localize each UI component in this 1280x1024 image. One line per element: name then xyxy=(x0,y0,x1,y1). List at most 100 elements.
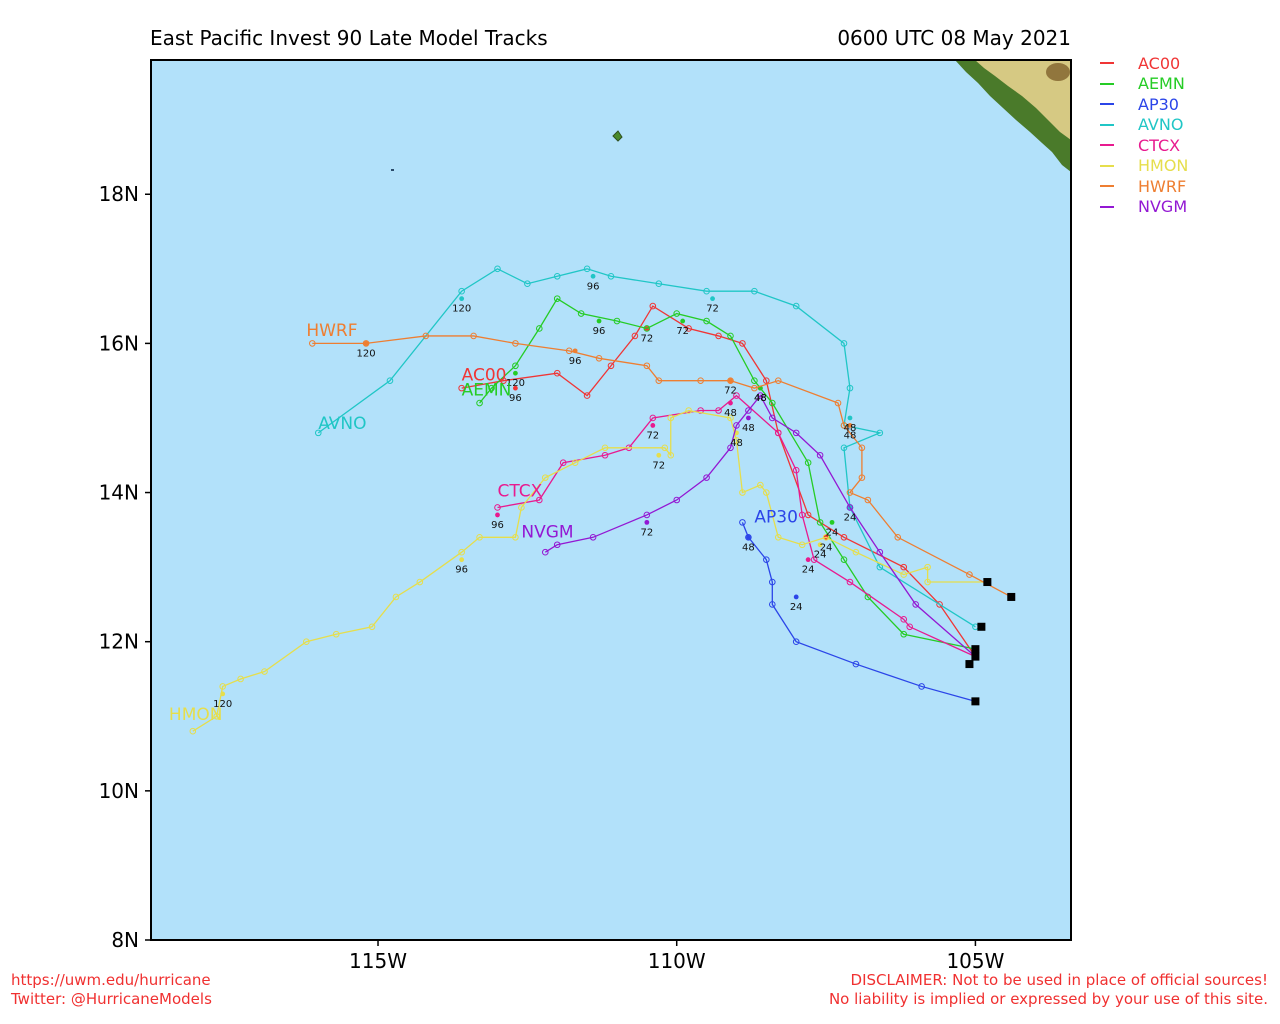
track-point-ap30 xyxy=(918,683,925,690)
track-point-ac00 xyxy=(583,392,591,399)
track-point-aemn xyxy=(703,317,710,325)
track-point-ac00 xyxy=(715,332,722,340)
track-hmon xyxy=(192,409,988,732)
track-point-hwrf xyxy=(751,384,758,392)
website-link[interactable]: https://uwm.edu/hurricane xyxy=(11,971,211,989)
track-point-aemn xyxy=(816,519,824,526)
track-point-hmon xyxy=(733,437,740,444)
forecast-hour-label: 72 xyxy=(646,430,659,441)
forecast-hour-dot-nvgm xyxy=(644,519,650,525)
forecast-hour-label: 120 xyxy=(213,699,232,710)
map-datetime: 0600 UTC 08 May 2021 xyxy=(837,26,1071,50)
track-point-hwrf xyxy=(966,571,973,578)
track-point-avno xyxy=(840,340,848,347)
forecast-hour-dot-hwrf xyxy=(363,340,369,346)
track-point-ctcx xyxy=(536,496,543,504)
initial-position-marker xyxy=(977,622,986,631)
lon-tick-label: 110W xyxy=(648,949,706,973)
forecast-hour-dot-aemn xyxy=(829,519,835,525)
track-point-aemn xyxy=(643,325,651,332)
track-point-avno xyxy=(494,265,501,273)
track-point-hwrf xyxy=(362,340,370,347)
legend-swatch xyxy=(1100,185,1114,188)
track-point-hwrf xyxy=(727,377,734,384)
ocean-background xyxy=(151,60,1071,940)
track-point-nvgm xyxy=(553,541,561,549)
track-point-ctcx xyxy=(733,392,740,399)
track-avno xyxy=(317,268,976,628)
forecast-hour-label: 72 xyxy=(724,386,737,397)
track-point-hmon xyxy=(237,675,244,683)
track-point-hwrf xyxy=(858,474,866,481)
track-point-hmon xyxy=(774,533,782,541)
track-point-ac00 xyxy=(553,369,561,377)
disclaimer-line-1: DISCLAIMER: Not to be used in place of o… xyxy=(850,971,1268,989)
legend-item-aemn: AEMN xyxy=(1100,74,1188,95)
forecast-hour-dot-hmon xyxy=(220,691,226,697)
track-point-avno xyxy=(607,272,615,280)
track-nvgm xyxy=(544,394,976,658)
footer-disclaimer: DISCLAIMER: Not to be used in place of o… xyxy=(829,971,1268,1009)
legend-swatch xyxy=(1100,82,1114,85)
forecast-hour-label: 72 xyxy=(652,460,665,471)
track-point-avno xyxy=(792,302,800,310)
track-point-ctcx xyxy=(792,466,800,474)
track-point-hwrf xyxy=(858,444,866,452)
track-point-avno xyxy=(876,429,884,437)
track-point-avno xyxy=(583,265,591,273)
lat-tick-label: 12N xyxy=(99,630,139,654)
track-point-ac00 xyxy=(458,384,465,392)
track-point-aemn xyxy=(727,332,734,340)
forecast-hour-dot-aemn xyxy=(513,370,518,376)
forecast-hour-label: 48 xyxy=(742,423,755,434)
track-label-avno: AVNO xyxy=(318,414,366,434)
forecast-hour-dot-hmon xyxy=(459,557,465,563)
forecast-hour-label: 96 xyxy=(587,281,600,292)
track-point-ac00 xyxy=(936,601,943,608)
track-point-nvgm xyxy=(673,496,681,504)
track-point-avno xyxy=(524,280,531,288)
lat-tick-label: 8N xyxy=(111,928,139,952)
track-point-ctcx xyxy=(846,578,854,586)
track-point-hmon xyxy=(392,593,400,601)
track-point-aemn xyxy=(768,399,776,407)
track-point-aemn xyxy=(900,630,908,638)
map-title: East Pacific Invest 90 Late Model Tracks xyxy=(150,26,548,50)
track-point-ap30 xyxy=(763,556,770,563)
twitter-handle[interactable]: Twitter: @HurricaneModels xyxy=(11,990,212,1008)
track-point-hmon xyxy=(601,444,609,452)
track-point-nvgm xyxy=(727,444,734,452)
track-point-ac00 xyxy=(500,377,507,384)
track-point-avno xyxy=(846,384,854,392)
disclaimer-line-2: No liability is implied or expressed by … xyxy=(828,990,1268,1008)
track-ac00 xyxy=(461,305,976,657)
track-point-nvgm xyxy=(912,601,919,608)
track-point-hwrf xyxy=(565,347,573,355)
track-point-nvgm xyxy=(733,422,740,429)
track-point-ac00 xyxy=(607,362,615,370)
track-point-ap30 xyxy=(739,519,746,526)
track-point-hwrf xyxy=(595,355,603,362)
track-point-hwrf xyxy=(840,422,848,429)
forecast-hour-label: 72 xyxy=(706,304,719,315)
legend-item-hwrf: HWRF xyxy=(1100,176,1188,197)
legend-swatch xyxy=(1100,205,1114,208)
track-label-hwrf: HWRF xyxy=(306,321,357,341)
forecast-hour-label: 72 xyxy=(676,326,689,337)
forecast-hour-dot-ctcx xyxy=(650,423,656,428)
track-point-hmon xyxy=(757,481,764,489)
forecast-hour-label: 48 xyxy=(844,423,857,434)
track-point-ctcx xyxy=(798,511,806,519)
legend-swatch xyxy=(1100,123,1114,126)
track-point-aemn xyxy=(613,317,621,325)
track-point-nvgm xyxy=(745,407,752,414)
legend-item-ac00: AC00 xyxy=(1100,53,1188,74)
forecast-hour-dot-ctcx xyxy=(495,512,500,518)
track-point-nvgm xyxy=(876,548,884,556)
track-ap30 xyxy=(741,522,976,702)
track-point-avno xyxy=(553,272,561,280)
lat-tick-label: 16N xyxy=(99,331,139,355)
forecast-hour-dot-hwrf xyxy=(847,423,853,428)
legend-label: CTCX xyxy=(1138,135,1181,155)
forecast-hour-label: 48 xyxy=(742,542,755,553)
